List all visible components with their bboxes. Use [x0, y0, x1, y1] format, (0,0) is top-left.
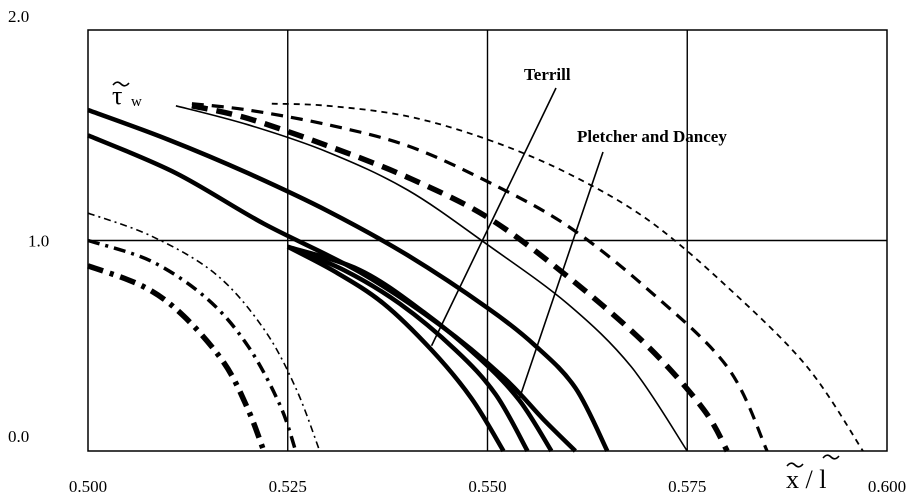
series-line-0 — [87, 107, 610, 453]
y-axis-label-subscript: w — [131, 94, 142, 110]
x-axis-label-tilde-l — [822, 454, 840, 460]
x-axis-label-tilde-x — [786, 462, 804, 468]
grid — [87, 29, 888, 452]
x-tick-label-1: 0.525 — [269, 477, 307, 496]
tick-labels: 0.500 0.525 0.550 0.575 0.600 0.0 1.0 2.0 — [8, 7, 906, 496]
series-line-8 — [271, 102, 864, 452]
annotation-label-1: Pletcher and Dancey — [577, 127, 727, 146]
y-tick-label-0: 0.0 — [8, 427, 29, 446]
series-line-10 — [87, 238, 298, 452]
series-line-2 — [287, 244, 554, 453]
annotation-leader-0 — [430, 87, 557, 347]
annotation-label-0: Terrill — [524, 65, 571, 84]
y-axis-label: τ w — [112, 81, 142, 110]
x-tick-label-2: 0.550 — [468, 477, 506, 496]
annotation-leader-1 — [518, 151, 604, 399]
x-tick-label-3: 0.575 — [668, 477, 706, 496]
x-tick-label-0: 0.500 — [69, 477, 107, 496]
series-line-9 — [87, 263, 267, 452]
series-line-6 — [191, 103, 730, 453]
x-axis-label-text: x / l — [786, 465, 826, 494]
y-tick-label-2: 2.0 — [8, 7, 29, 26]
y-axis-label-tilde — [112, 81, 130, 87]
series-line-1 — [87, 133, 577, 453]
series-line-11 — [87, 212, 321, 452]
series-lines — [87, 102, 864, 453]
y-tick-label-1: 1.0 — [28, 232, 49, 251]
x-tick-label-4: 0.600 — [868, 477, 906, 496]
series-line-7 — [191, 102, 769, 452]
series-line-4 — [286, 244, 506, 453]
x-axis-label: x / l — [786, 454, 840, 494]
series-line-3 — [286, 244, 530, 453]
annotations: Terrill Pletcher and Dancey — [430, 65, 727, 399]
y-axis-label-symbol: τ — [112, 81, 122, 110]
series-line-5 — [175, 105, 688, 452]
